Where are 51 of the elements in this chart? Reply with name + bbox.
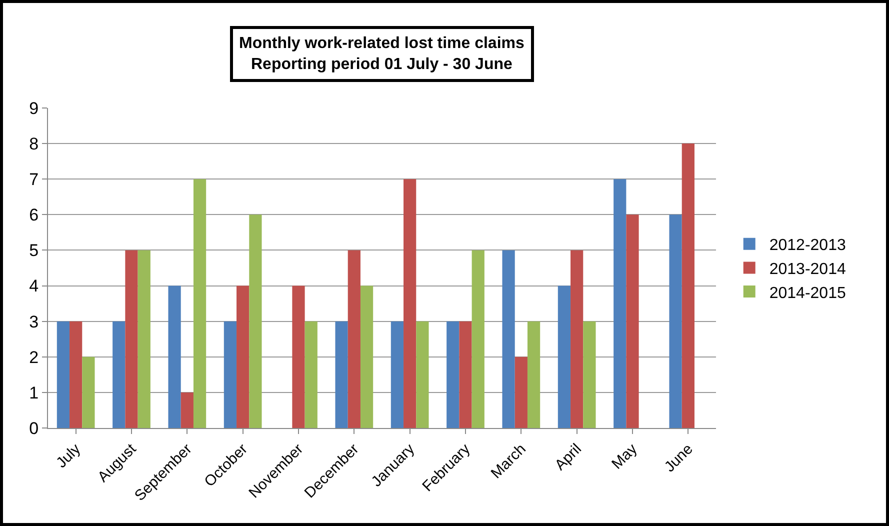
bar <box>224 321 237 428</box>
y-tick-label: 8 <box>29 134 39 154</box>
y-tick-label: 0 <box>29 418 39 438</box>
x-tick-label: June <box>661 440 696 476</box>
legend-label: 2014-2015 <box>769 284 846 302</box>
bar <box>626 214 639 428</box>
chart-subtitle: Reporting period 01 July - 30 June <box>251 56 512 73</box>
y-tick-label: 5 <box>29 241 39 260</box>
bar <box>570 250 584 428</box>
bar <box>304 321 318 428</box>
bar <box>236 286 250 428</box>
y-tick-label: 4 <box>29 276 39 296</box>
y-tick-label: 1 <box>29 383 39 402</box>
x-tick-label: July <box>53 440 84 472</box>
bar <box>82 356 95 428</box>
y-tick-label: 9 <box>29 98 39 118</box>
bar <box>502 250 515 428</box>
legend-label: 2013-2014 <box>769 260 846 278</box>
y-tick-label: 2 <box>29 348 39 367</box>
legend-label: 2012-2013 <box>769 237 846 254</box>
bar <box>360 286 374 428</box>
bar <box>180 392 194 428</box>
bar <box>335 321 348 428</box>
bar <box>558 286 571 428</box>
chart-title: Monthly work-related lost time claims <box>239 35 524 52</box>
bar <box>527 321 540 428</box>
bar <box>348 250 360 428</box>
bar <box>70 321 82 428</box>
bar <box>292 286 305 428</box>
bar <box>56 321 70 428</box>
y-tick-label: 6 <box>29 206 39 225</box>
bar <box>682 144 694 428</box>
bar <box>614 179 626 428</box>
bar <box>459 321 472 428</box>
bar <box>112 321 126 428</box>
bar <box>514 356 528 428</box>
bar <box>446 321 460 428</box>
bar <box>404 179 416 428</box>
bar <box>669 214 682 428</box>
y-tick-label: 3 <box>29 312 39 332</box>
bar <box>416 321 429 428</box>
y-tick-label: 7 <box>29 170 39 190</box>
bar <box>583 321 596 428</box>
bar <box>193 179 206 428</box>
bar <box>168 286 181 428</box>
bar <box>249 214 262 428</box>
bar <box>125 250 138 428</box>
bar <box>138 250 150 428</box>
bar <box>390 321 404 428</box>
x-tick-label: May <box>608 440 641 473</box>
bar <box>472 250 484 428</box>
